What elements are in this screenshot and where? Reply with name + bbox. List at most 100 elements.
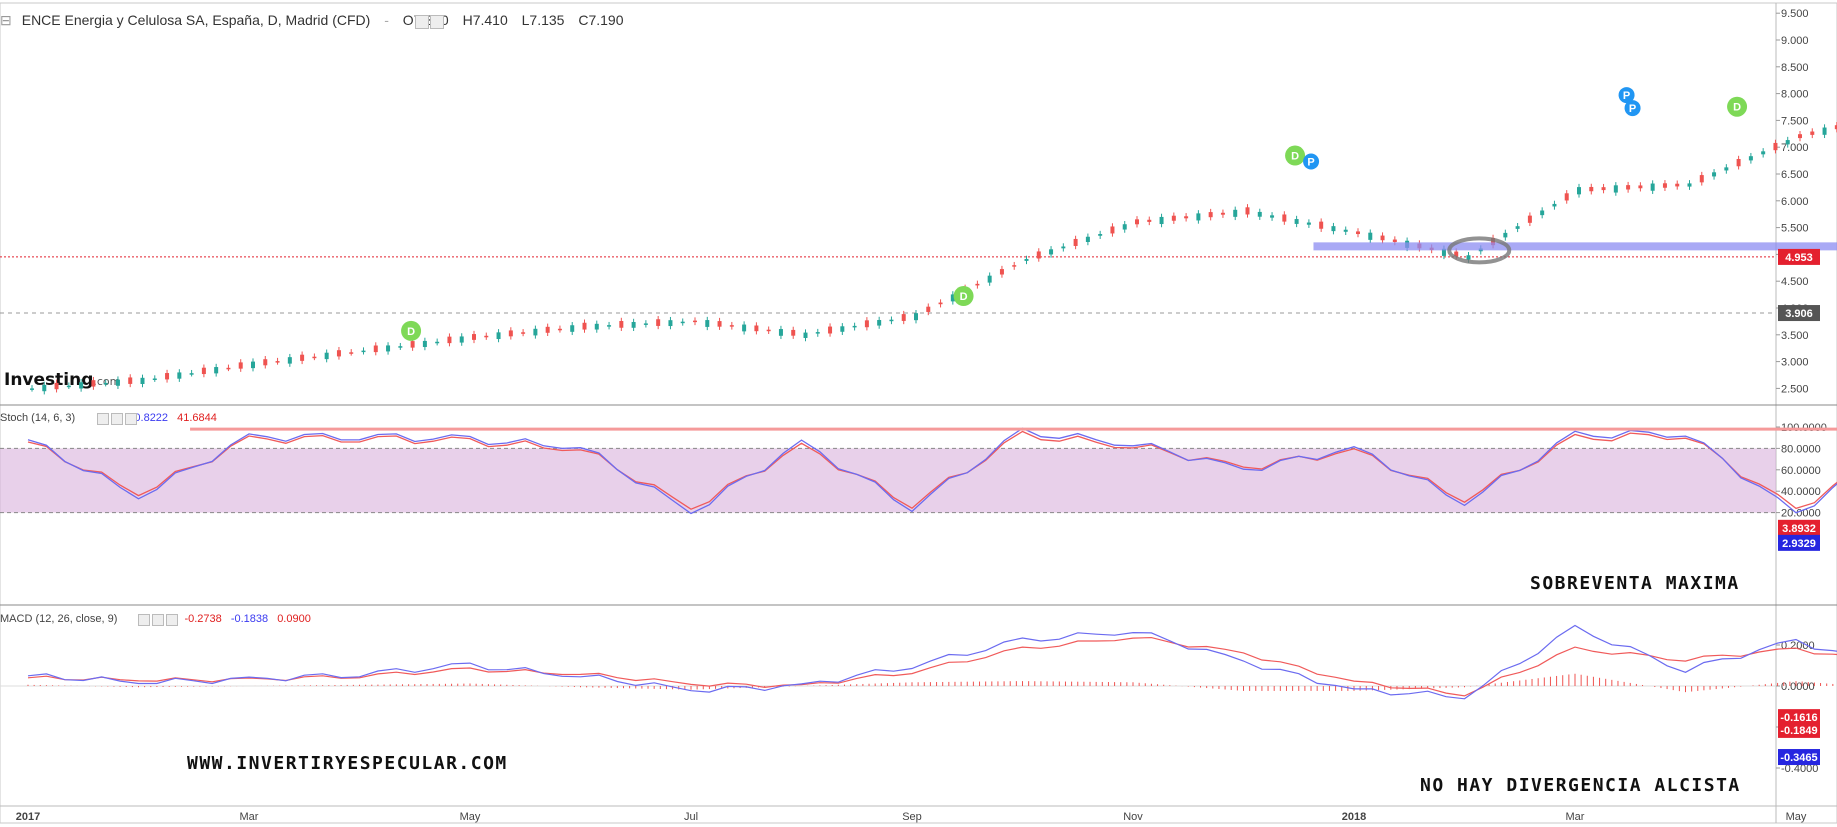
stoch-d-value: 41.6844 [177, 412, 217, 424]
candle-body [1712, 172, 1717, 177]
candle-body [1527, 215, 1532, 223]
price-tick-label: 4.500 [1781, 276, 1809, 288]
candle-body [1798, 134, 1802, 139]
stoch-close-icon[interactable] [125, 413, 137, 425]
candle-body [1233, 209, 1238, 217]
last-price-tag-bg [1778, 248, 1820, 265]
candle-body [1564, 193, 1569, 201]
macd-visibility-icon[interactable] [152, 614, 164, 626]
candle-body [864, 320, 869, 328]
time-tick-label: May [1786, 811, 1807, 823]
candle-body [1171, 215, 1176, 221]
candle-body [607, 325, 612, 327]
macd-tag-3-bg [1778, 749, 1820, 766]
macd-tag-1: -0.1616 [1780, 712, 1817, 724]
event-marker-p [1618, 87, 1635, 104]
candle-body [914, 313, 918, 321]
candle-body [1662, 183, 1667, 188]
visibility-icon[interactable] [430, 15, 444, 29]
macd-tag-2: -0.1849 [1780, 725, 1817, 737]
candle-body [742, 324, 747, 332]
support-band [1313, 242, 1837, 251]
candle-body [91, 380, 96, 387]
chart-header: ⊟ ENCE Energia y Celulosa SA, España, D, … [0, 12, 634, 29]
candle-body [1049, 249, 1054, 255]
price-tick-label: 9.500 [1781, 8, 1809, 20]
candle-body [275, 361, 280, 363]
candle-body [545, 326, 550, 333]
time-tick-label: Mar [240, 811, 259, 823]
candle-body [1073, 238, 1078, 246]
candle-body [1110, 226, 1115, 234]
candle-body [643, 323, 648, 325]
candle-body [1343, 229, 1348, 232]
candle-body [901, 314, 906, 321]
candle-body [1024, 258, 1029, 261]
candle-body [1122, 224, 1127, 230]
time-tick-label: Jul [684, 811, 698, 823]
candle-body [226, 367, 231, 370]
last-price-tag: 4.953 [1785, 252, 1813, 264]
stoch-settings-icon[interactable] [97, 413, 109, 425]
macd-tick-label: 0.0000 [1781, 681, 1815, 693]
event-marker-label: P [1307, 157, 1314, 169]
candle-body [459, 336, 464, 343]
candle-body [1675, 183, 1680, 187]
candle-body [1834, 125, 1837, 130]
candle-body [1245, 207, 1250, 215]
macd-settings-icon[interactable] [138, 614, 150, 626]
stoch-d-tag: 3.8932 [1782, 523, 1816, 535]
candle-body [1613, 185, 1618, 193]
event-marker-p [1303, 153, 1320, 170]
stoch-band [0, 448, 1776, 513]
candle-body [189, 373, 194, 375]
candle-body [300, 354, 305, 361]
candle-body [1208, 212, 1213, 218]
candle-body [1810, 131, 1815, 135]
candle-body [1761, 151, 1766, 155]
macd-close-icon[interactable] [166, 614, 178, 626]
candle-body [1306, 222, 1311, 225]
candle-body [926, 306, 931, 312]
candle-body [1184, 216, 1189, 219]
candle-body [472, 334, 476, 340]
close-value: C7.190 [578, 12, 624, 28]
candle-body [1257, 211, 1262, 217]
price-tick-label: 6.500 [1781, 169, 1809, 181]
candle-body [1515, 226, 1520, 229]
time-tick-label: Sep [902, 811, 922, 823]
candle-body [251, 361, 255, 369]
candle-body [1773, 142, 1778, 151]
candle-body [1687, 183, 1692, 187]
event-marker-label: P [1629, 103, 1636, 115]
candle-body [1724, 167, 1729, 171]
candle-body [410, 341, 415, 348]
candle-body [1699, 175, 1704, 183]
candle-body [1085, 236, 1090, 242]
stoch-tick-label: 60.0000 [1781, 465, 1821, 477]
candle-body [1540, 210, 1545, 216]
collapse-icon[interactable]: ⊟ [0, 12, 12, 28]
macd-signal-value: 0.0900 [277, 613, 311, 625]
price-tick-label: 6.000 [1781, 196, 1809, 208]
candle-body [938, 302, 943, 305]
settings-icon[interactable] [415, 15, 429, 29]
event-marker-p [1624, 100, 1641, 117]
stoch-visibility-icon[interactable] [111, 413, 123, 425]
candle-body [582, 322, 587, 330]
candle-body [1392, 239, 1397, 243]
candle-body [1098, 234, 1103, 236]
candle-body [484, 335, 489, 338]
candle-body [594, 323, 599, 330]
logo-name: Investing [4, 370, 94, 390]
candle-body [1589, 186, 1594, 192]
macd-name: MACD (12, 26, close, 9) [0, 613, 118, 625]
stoch-k-tag: 2.9329 [1782, 538, 1816, 550]
candle-body [66, 385, 71, 388]
candle-body [103, 382, 108, 385]
price-tick-label: 5.500 [1781, 223, 1809, 235]
high-value: H7.410 [462, 12, 508, 28]
candle-body [1147, 219, 1152, 222]
